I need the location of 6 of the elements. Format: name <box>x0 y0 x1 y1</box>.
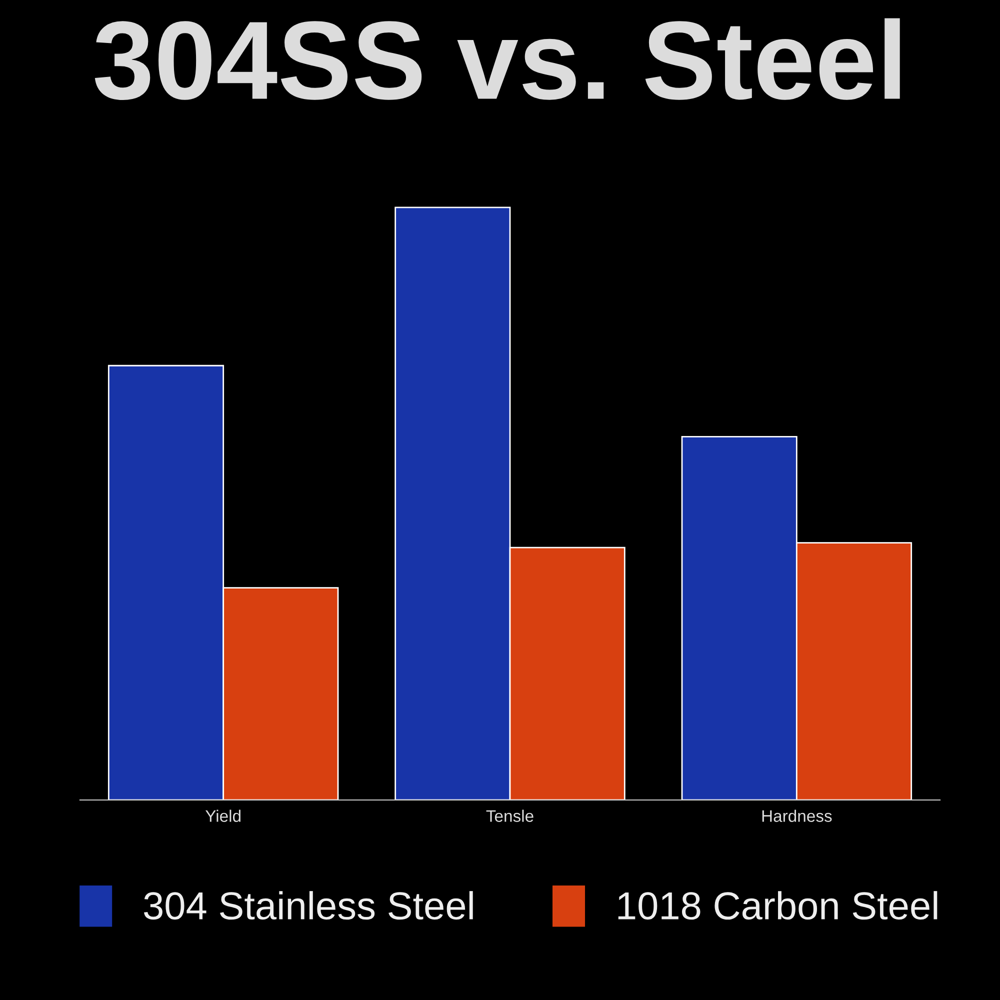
chart-title: 304SS vs. Steel <box>94 18 900 100</box>
legend-label: 1018 Carbon Steel <box>618 891 938 920</box>
x-tick-label: Hardness <box>762 810 832 822</box>
x-tick-label: Yield <box>205 810 240 822</box>
x-tick-label: Tensle <box>486 810 534 822</box>
legend-label: 304 Stainless Steel <box>144 891 473 920</box>
